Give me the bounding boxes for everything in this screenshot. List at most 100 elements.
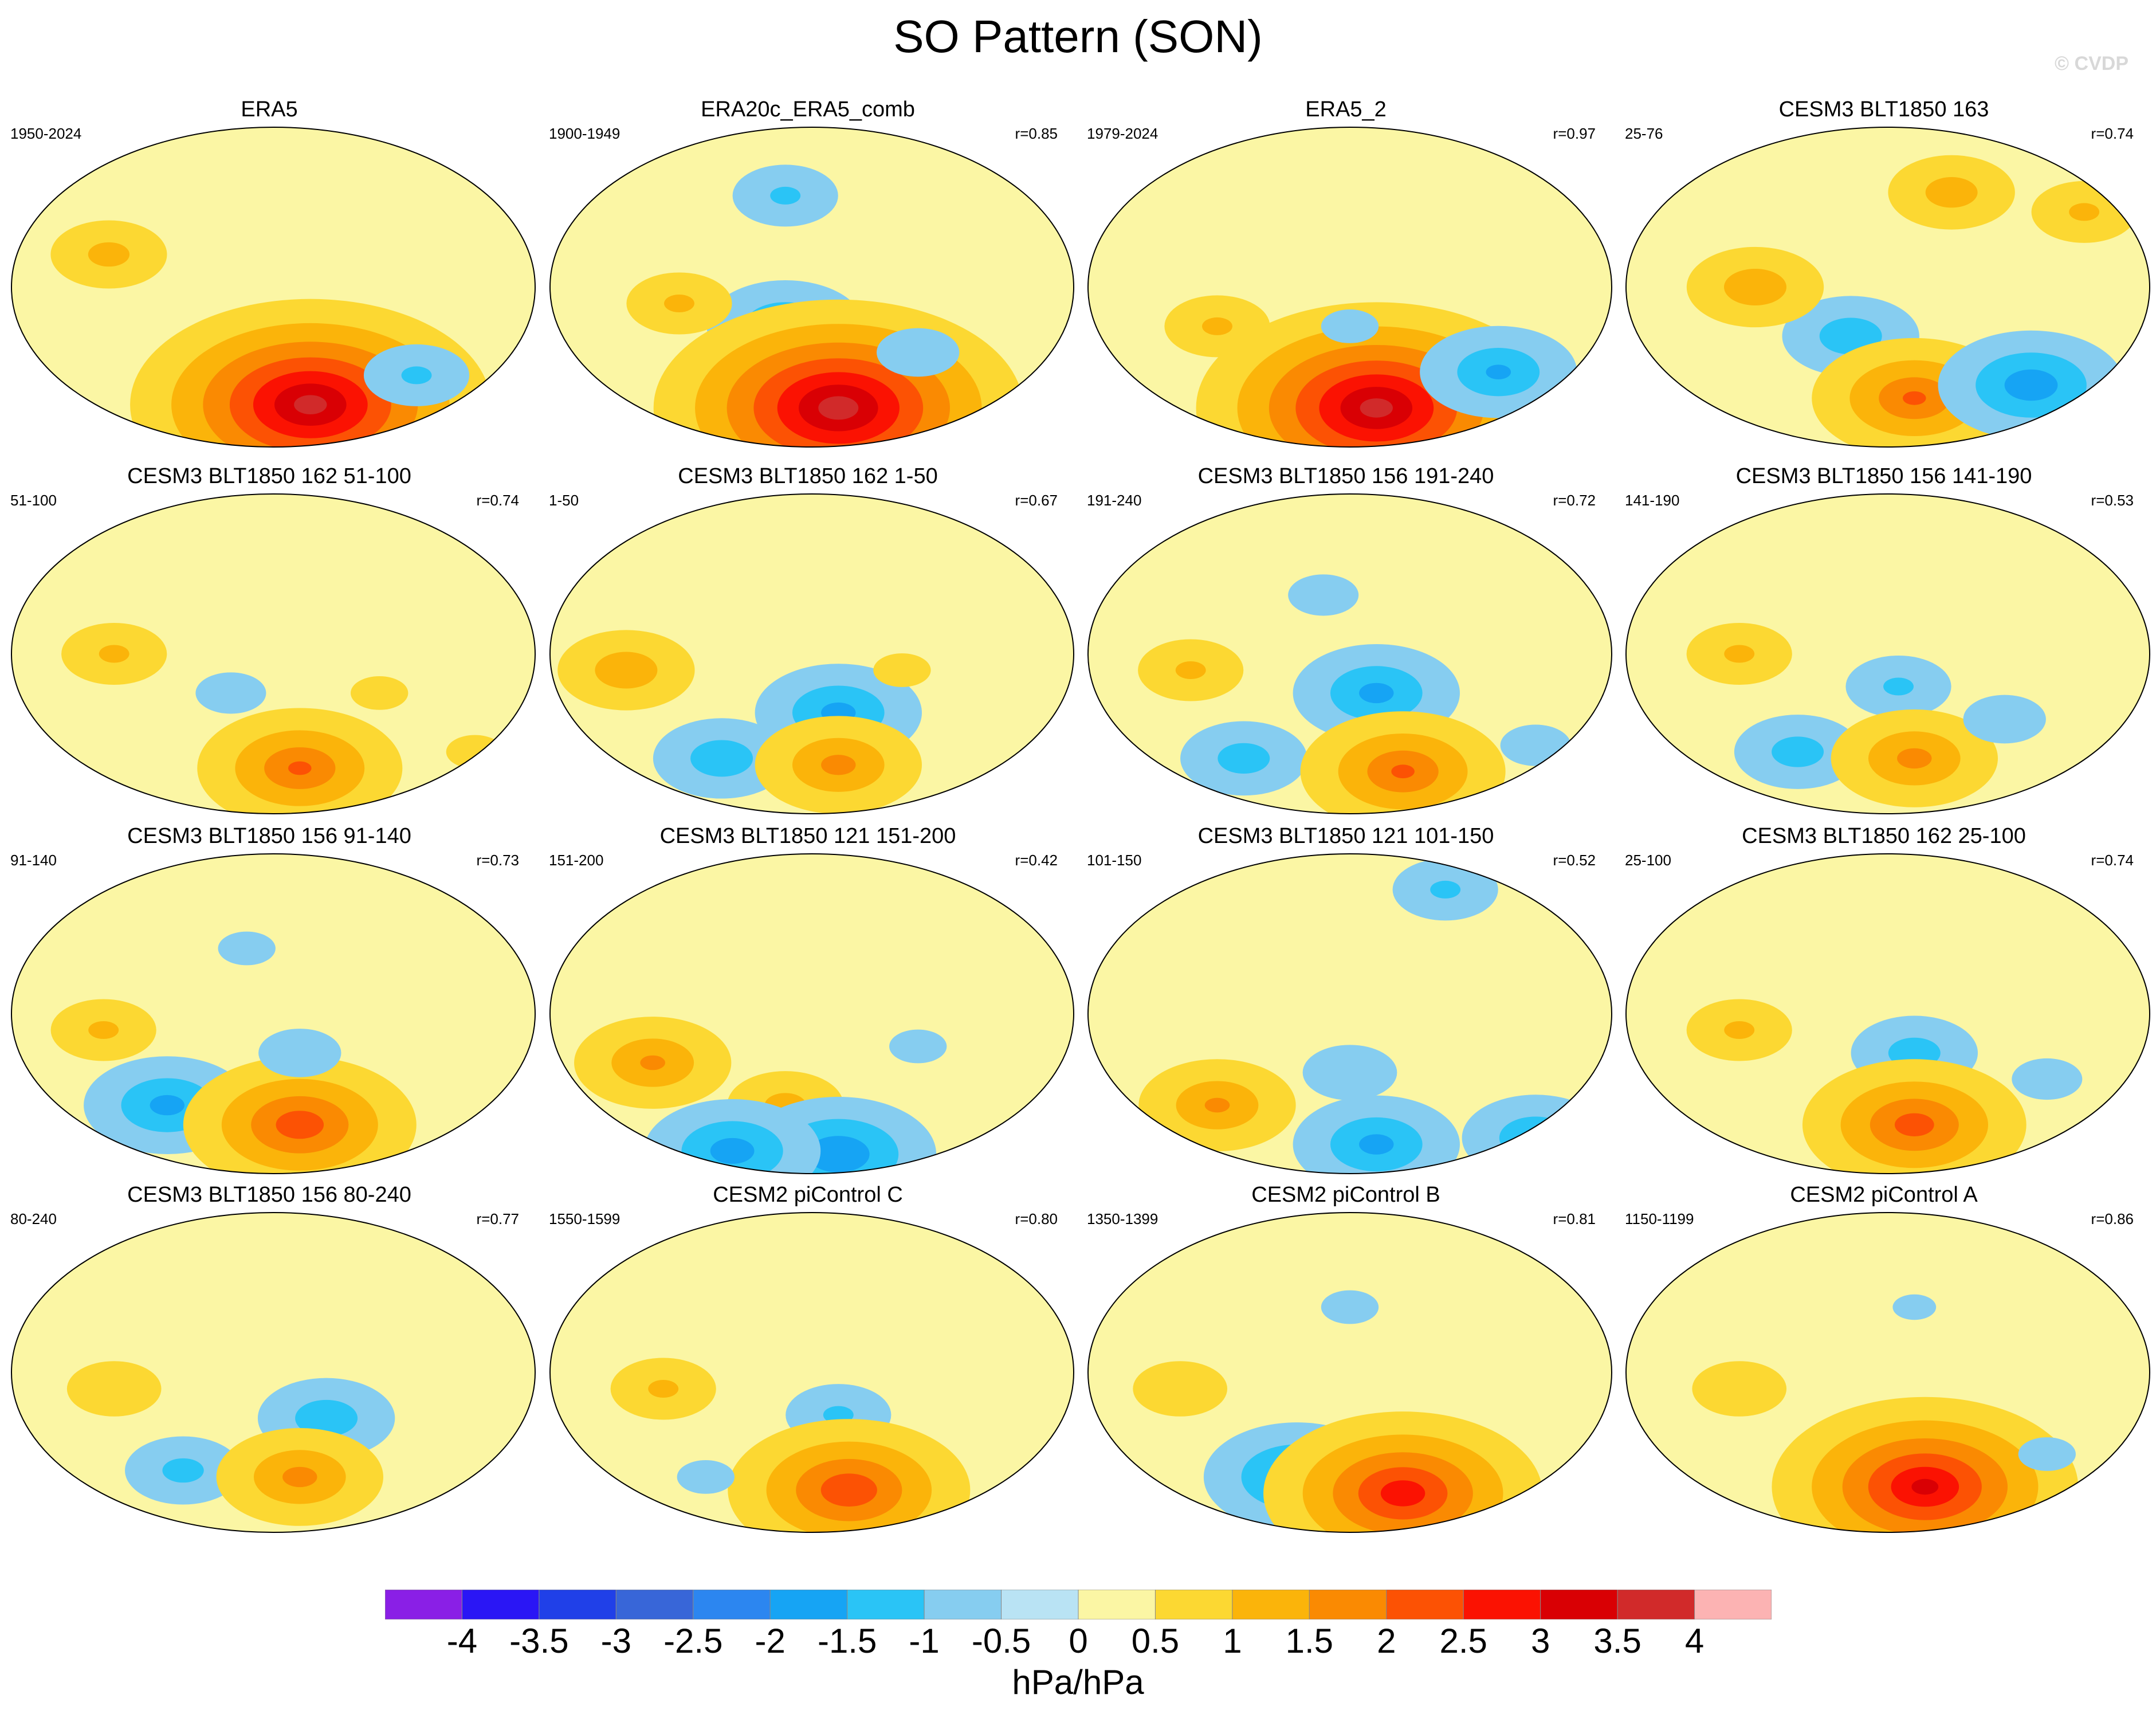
panel-title: ERA20c_ERA5_comb (701, 97, 915, 121)
positive-anomaly-contour (1692, 1361, 1787, 1417)
map-panel: CESM3 BLT1850 156 80-240 80-240 r=0.77 (0, 1182, 539, 1543)
map-outline (1087, 853, 1612, 1174)
positive-anomaly-contour (1380, 1480, 1425, 1507)
map-outline (549, 1212, 1074, 1533)
map-panel: CESM2 piControl B 1350-1399 r=0.81 (1077, 1182, 1615, 1543)
panel-title: CESM3 BLT1850 121 101-150 (1197, 824, 1494, 848)
panel-title: CESM3 BLT1850 163 (1778, 97, 1989, 121)
anomaly-map (1087, 127, 1612, 448)
panel-years: 91-140 (10, 852, 57, 869)
map-outline (11, 127, 536, 448)
positive-anomaly-contour (1391, 764, 1415, 779)
panel-title: CESM3 BLT1850 121 151-200 (659, 824, 956, 848)
anomaly-map (549, 127, 1074, 448)
colorbar-box (1617, 1590, 1695, 1619)
panel-title: CESM3 BLT1850 156 141-190 (1735, 464, 2032, 488)
anomaly-map (1625, 127, 2150, 448)
panel-years: 1550-1599 (549, 1210, 621, 1227)
colorbar-tick-label: 0.5 (1131, 1622, 1180, 1660)
panel-years: 80-240 (10, 1210, 57, 1227)
panel-title: CESM3 BLT1850 156 191-240 (1197, 464, 1494, 488)
colorbar-box (847, 1590, 925, 1619)
panel-title: CESM3 BLT1850 162 25-100 (1742, 824, 2026, 848)
panel-years: 1979-2024 (1087, 125, 1158, 142)
panel-correlation: r=0.73 (476, 852, 519, 869)
negative-anomaly-contour (1772, 736, 1824, 767)
anomaly-map (1625, 1212, 2150, 1533)
positive-anomaly-contour (2069, 203, 2100, 221)
negative-anomaly-contour (1218, 743, 1270, 774)
anomaly-map (1087, 853, 1612, 1174)
anomaly-map (1087, 493, 1612, 814)
colorbar-box (1463, 1590, 1541, 1619)
panel-correlation: r=0.74 (2091, 125, 2134, 142)
panel-title: CESM2 piControl C (713, 1183, 903, 1207)
negative-anomaly-contour (1430, 880, 1461, 899)
negative-anomaly-contour (877, 328, 960, 377)
positive-anomaly-contour (1204, 1097, 1230, 1113)
anomaly-map (11, 1212, 536, 1533)
map-outline (1625, 853, 2150, 1174)
panel-title: CESM2 piControl A (1790, 1183, 1978, 1207)
positive-anomaly-contour (88, 1021, 119, 1040)
map-panel: CESM3 BLT1850 156 91-140 91-140 r=0.73 (0, 823, 539, 1184)
colorbar-box (1540, 1590, 1618, 1619)
colorbar-box (1309, 1590, 1387, 1619)
positive-anomaly-contour (1724, 645, 1755, 663)
negative-anomaly-contour (2004, 369, 2058, 401)
panel-years: 141-190 (1625, 492, 1680, 509)
panel-years: 1900-1949 (549, 125, 621, 142)
negative-anomaly-contour (710, 1138, 755, 1164)
map-panel: CESM3 BLT1850 156 141-190 141-190 r=0.53 (1615, 463, 2153, 824)
positive-anomaly-contour (1360, 398, 1393, 418)
colorbar-units: hPa/hPa (1012, 1663, 1144, 1701)
positive-anomaly-contour (1903, 391, 1926, 405)
panel-years: 25-76 (1625, 125, 1663, 142)
map-panel: CESM3 BLT1850 121 151-200 151-200 r=0.42 (539, 823, 1077, 1184)
panel-title: CESM3 BLT1850 156 80-240 (127, 1183, 411, 1207)
map-panel: CESM3 BLT1850 162 1-50 1-50 r=0.67 (539, 463, 1077, 824)
colorbar-box (1001, 1590, 1079, 1619)
negative-anomaly-contour (770, 186, 801, 205)
positive-anomaly-contour (282, 1466, 317, 1488)
colorbar-box (615, 1590, 694, 1619)
panel-correlation: r=0.74 (476, 492, 519, 509)
negative-anomaly-contour (1321, 309, 1379, 343)
map-panel: ERA5 1950-2024 (0, 96, 539, 457)
map-outline (1625, 493, 2150, 814)
panel-correlation: r=0.77 (476, 1210, 519, 1227)
positive-anomaly-contour (288, 761, 312, 775)
panel-title: CESM3 BLT1850 156 91-140 (127, 824, 411, 848)
map-panel: ERA5_2 1979-2024 r=0.97 (1077, 96, 1615, 457)
positive-anomaly-contour (1175, 661, 1206, 680)
anomaly-map (549, 1212, 1074, 1533)
panel-years: 1950-2024 (10, 125, 82, 142)
positive-anomaly-contour (88, 242, 130, 267)
map-panel: CESM3 BLT1850 163 25-76 r=0.74 (1615, 96, 2153, 457)
colorbar-tick-label: -3 (600, 1622, 632, 1660)
anomaly-map (11, 493, 536, 814)
colorbar-tick-label: -1 (909, 1622, 940, 1660)
colorbar-tick-label: -0.5 (971, 1622, 1031, 1660)
panel-correlation: r=0.53 (2091, 492, 2134, 509)
positive-anomaly-contour (1911, 1478, 1939, 1495)
negative-anomaly-contour (889, 1029, 947, 1064)
map-outline (11, 1212, 536, 1533)
positive-anomaly-contour (446, 735, 504, 769)
map-outline (11, 853, 536, 1174)
colorbar-box (769, 1590, 848, 1619)
negative-anomaly-contour (195, 672, 266, 714)
panel-correlation: r=0.81 (1553, 1210, 1596, 1227)
negative-anomaly-contour (1288, 574, 1359, 616)
positive-anomaly-contour (294, 395, 327, 415)
panel-title: CESM2 piControl B (1251, 1183, 1440, 1207)
negative-anomaly-contour (1359, 1134, 1394, 1155)
colorbar-tick-label: -2.5 (663, 1622, 723, 1660)
panel-correlation: r=0.67 (1015, 492, 1058, 509)
colorbar-box (1154, 1590, 1233, 1619)
colorbar-tick-label: 4 (1684, 1622, 1705, 1660)
panel-correlation: r=0.52 (1553, 852, 1596, 869)
anomaly-map (549, 853, 1074, 1174)
negative-anomaly-contour (1963, 695, 2046, 744)
colorbar-box (924, 1590, 1002, 1619)
